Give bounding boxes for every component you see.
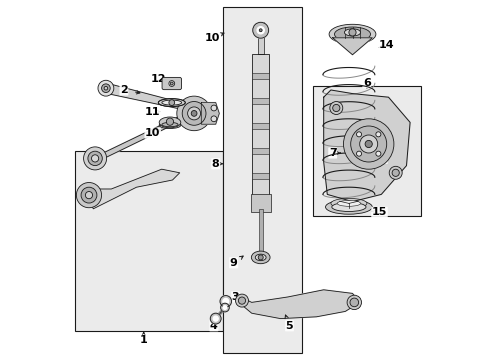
Circle shape [391,169,399,176]
Text: 9: 9 [229,258,237,268]
Circle shape [104,86,107,90]
Ellipse shape [162,122,178,127]
Bar [251,73,269,79]
Ellipse shape [328,24,375,44]
Circle shape [365,140,371,148]
Text: 1: 1 [140,335,147,345]
Circle shape [220,303,229,312]
Circle shape [375,151,380,156]
Circle shape [356,151,361,156]
Polygon shape [323,90,409,202]
Ellipse shape [330,198,366,208]
Polygon shape [241,290,359,319]
Circle shape [346,295,361,310]
Circle shape [350,126,386,162]
Circle shape [213,316,218,321]
Text: 3: 3 [231,292,239,302]
Bar [223,7,302,353]
Circle shape [168,81,174,86]
Ellipse shape [159,117,181,128]
Circle shape [348,29,355,36]
Circle shape [257,27,264,34]
Text: 2: 2 [120,85,127,95]
Circle shape [259,29,262,32]
Bar [251,54,269,198]
Circle shape [98,80,114,96]
Circle shape [329,102,342,114]
Text: 5: 5 [285,321,293,331]
Text: 8: 8 [211,159,219,169]
Circle shape [223,298,228,304]
Circle shape [223,306,226,309]
Circle shape [187,107,200,120]
Circle shape [211,116,216,122]
Circle shape [238,297,245,304]
Bar [251,98,269,104]
Circle shape [356,132,361,137]
Text: 13: 13 [371,153,386,163]
Text: 10: 10 [145,128,160,138]
Bar [257,22,263,54]
Polygon shape [92,108,196,162]
Circle shape [170,82,173,85]
Circle shape [220,296,231,307]
Ellipse shape [334,27,370,41]
Circle shape [211,105,216,111]
Circle shape [210,313,221,324]
Circle shape [76,183,102,208]
Ellipse shape [325,200,371,214]
Ellipse shape [162,100,182,105]
Polygon shape [102,84,197,113]
Ellipse shape [337,201,360,206]
Circle shape [88,151,102,166]
Circle shape [332,104,339,112]
Circle shape [83,147,106,170]
Text: 14: 14 [378,40,394,50]
Bar [250,194,270,212]
Bar [312,86,420,216]
Bar [251,123,269,129]
Text: 15: 15 [371,207,386,217]
Ellipse shape [344,29,360,36]
Circle shape [343,119,393,169]
Circle shape [168,100,174,105]
Circle shape [182,102,205,125]
FancyBboxPatch shape [162,77,181,90]
Circle shape [252,22,268,38]
Circle shape [235,294,248,307]
Circle shape [166,118,173,125]
Circle shape [375,132,380,137]
Text: 11: 11 [144,107,160,117]
Ellipse shape [251,251,269,264]
Ellipse shape [331,202,365,211]
Bar [251,173,269,179]
Circle shape [388,166,401,179]
Circle shape [359,135,377,153]
Polygon shape [332,38,371,55]
Circle shape [258,255,263,260]
Text: 12: 12 [150,74,165,84]
Circle shape [191,111,197,116]
Text: 4: 4 [209,321,217,331]
Bar [258,209,263,252]
Ellipse shape [255,254,265,261]
Polygon shape [201,103,219,124]
Bar [251,148,269,154]
Circle shape [91,155,99,162]
Text: 7: 7 [328,148,336,158]
Circle shape [85,192,92,199]
Ellipse shape [158,99,185,107]
Text: 6: 6 [362,78,370,88]
Circle shape [177,96,211,131]
Ellipse shape [80,192,98,199]
Text: 10: 10 [204,33,219,43]
Ellipse shape [159,122,181,129]
Polygon shape [84,169,179,209]
Bar [75,151,223,331]
Circle shape [102,84,110,93]
Circle shape [349,298,358,307]
Circle shape [81,187,97,203]
